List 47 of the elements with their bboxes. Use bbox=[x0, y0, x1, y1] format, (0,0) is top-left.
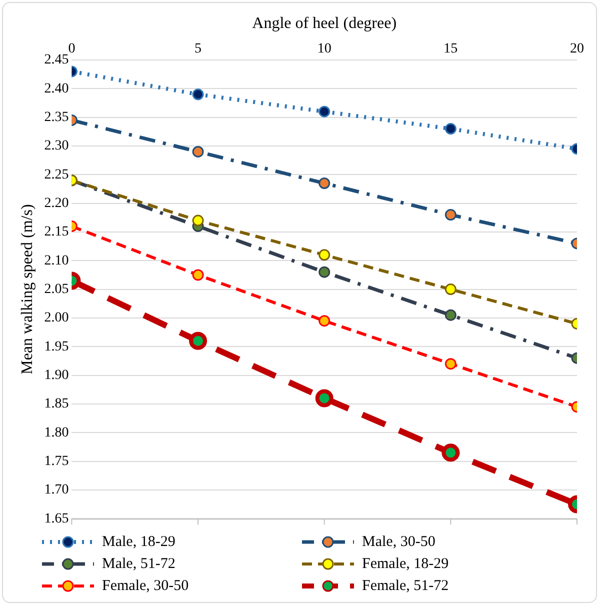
x-axis-title: Angle of heel (degree) bbox=[252, 14, 397, 32]
point bbox=[318, 249, 330, 261]
legend-label: Female, 30-50 bbox=[102, 578, 189, 594]
point bbox=[444, 123, 456, 135]
y-tick-label: 2.30 bbox=[44, 138, 69, 154]
point bbox=[315, 389, 334, 408]
point bbox=[318, 266, 330, 278]
y-tick-label: 1.95 bbox=[44, 339, 69, 354]
point bbox=[189, 332, 208, 350]
point bbox=[442, 444, 460, 462]
legend-label: Male, 30-50 bbox=[362, 534, 436, 550]
y-tick-label: 2.25 bbox=[44, 167, 69, 182]
point bbox=[192, 146, 204, 158]
y-tick-label: 2.05 bbox=[44, 282, 69, 297]
point bbox=[318, 106, 330, 118]
y-tick-label: 1.85 bbox=[44, 396, 69, 412]
y-tick-label: 1.90 bbox=[44, 368, 69, 383]
legend-label: Female, 18-29 bbox=[362, 556, 449, 572]
y-tick-label: 2.40 bbox=[44, 81, 69, 96]
point bbox=[192, 214, 204, 226]
y-tick-label: 1.75 bbox=[44, 454, 69, 469]
point bbox=[192, 269, 204, 281]
x-tick-label: 20 bbox=[570, 41, 584, 56]
x-tick-label: 0 bbox=[68, 41, 76, 56]
point bbox=[318, 178, 330, 189]
y-tick-label: 2.35 bbox=[44, 110, 69, 125]
point bbox=[192, 88, 204, 100]
x-tick-label: 5 bbox=[194, 41, 202, 56]
y-tick-label: 2.10 bbox=[44, 253, 69, 268]
y-tick-label: 2.20 bbox=[44, 196, 69, 211]
y-tick-label: 2.00 bbox=[44, 310, 69, 326]
legend-label: Male, 51-72 bbox=[102, 556, 176, 572]
x-tick-label: 15 bbox=[444, 41, 458, 56]
y-tick-label: 2.15 bbox=[44, 224, 69, 240]
legend-label: Female, 51-72 bbox=[362, 578, 449, 594]
y-tick-label: 1.80 bbox=[44, 425, 69, 440]
y-axis-title: Mean walking speed (m/s) bbox=[18, 204, 36, 374]
point bbox=[444, 358, 456, 370]
legend-label: Male, 18-29 bbox=[102, 534, 176, 550]
y-tick-label: 2.45 bbox=[44, 52, 69, 68]
x-tick-label: 10 bbox=[317, 41, 332, 56]
y-tick-label: 1.70 bbox=[44, 482, 69, 498]
y-tick-label: 1.65 bbox=[44, 511, 69, 526]
point bbox=[444, 209, 456, 221]
point bbox=[444, 309, 456, 321]
point bbox=[444, 284, 456, 296]
point bbox=[318, 315, 330, 327]
